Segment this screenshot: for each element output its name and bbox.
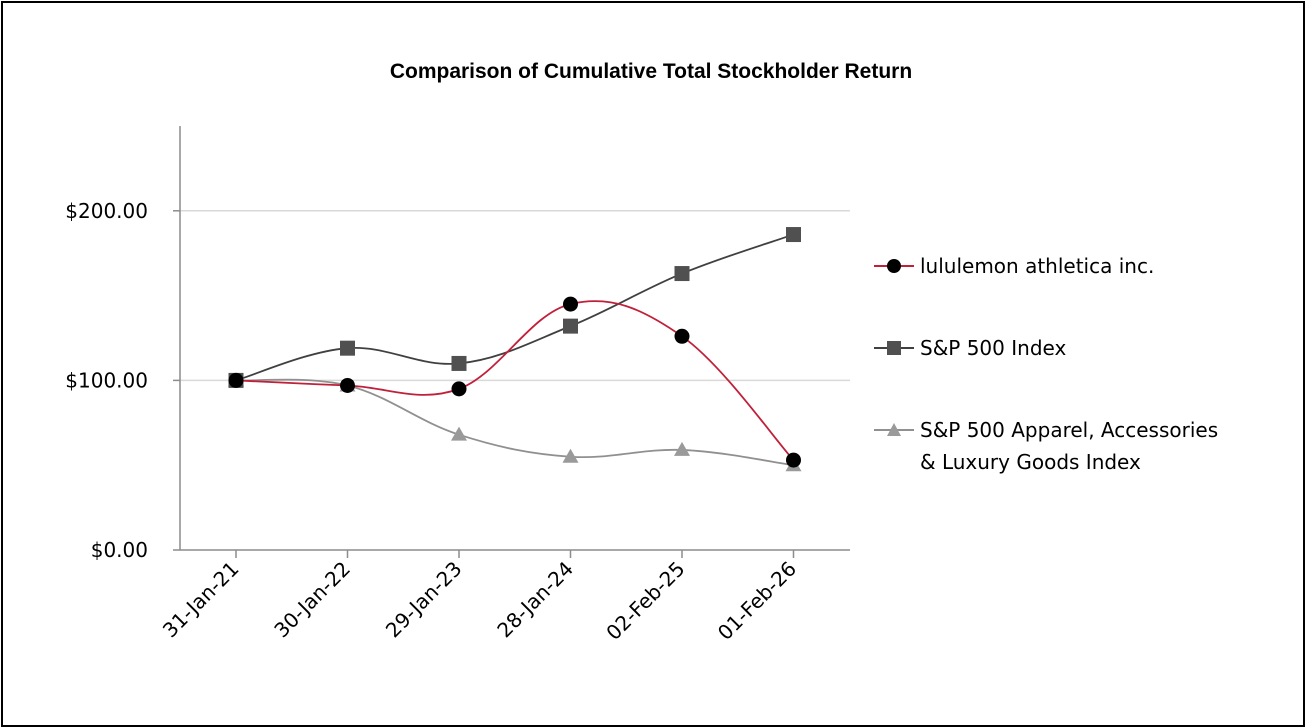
x-tick-label-0: 31-Jan-21 <box>158 557 244 643</box>
y-tick-label-2: $200.00 <box>65 199 148 223</box>
point-apparel-3 <box>562 448 579 463</box>
legend-label-lululemon: lululemon athletica inc. <box>920 254 1155 278</box>
point-lululemon-3 <box>563 296 578 312</box>
axes <box>173 126 850 558</box>
point-lululemon-5 <box>786 452 801 468</box>
legend-label-apparel-line-1: S&P 500 Apparel, Accessories <box>920 418 1219 442</box>
legend-swatch-lululemon <box>874 259 914 273</box>
x-tick-label-2: 29-Jan-23 <box>381 557 467 643</box>
point-sp500-1 <box>340 340 355 356</box>
y-tick-label-1: $100.00 <box>65 368 148 392</box>
point-lululemon-1 <box>340 377 355 393</box>
point-lululemon-4 <box>674 328 690 344</box>
point-lululemon-0 <box>228 372 244 388</box>
point-apparel-2 <box>451 426 467 441</box>
point-sp500-5 <box>786 227 801 243</box>
y-tick-label-0: $0.00 <box>91 538 148 562</box>
legend-item-lululemon: lululemon athletica inc. <box>872 250 1270 282</box>
series-line-apparel <box>235 378 794 467</box>
legend-label-apparel-line-2: & Luxury Goods Index <box>920 450 1141 474</box>
legend-label-sp500: S&P 500 Index <box>920 336 1067 360</box>
point-sp500-4 <box>674 266 690 282</box>
legend-swatch-apparel <box>874 423 914 436</box>
chart-title: Comparison of Cumulative Total Stockhold… <box>389 60 913 83</box>
point-sp500-3 <box>563 318 578 334</box>
y-tick-labels: $0.00 $100.00 $200.00 <box>65 199 148 562</box>
series-line-sp500 <box>235 233 794 382</box>
point-lululemon-2 <box>451 381 467 397</box>
x-tick-label-5: 01-Feb-26 <box>713 557 801 645</box>
legend-swatch-sp500 <box>874 341 914 355</box>
x-tick-label-1: 30-Jan-22 <box>269 557 355 643</box>
point-sp500-2 <box>451 355 467 371</box>
point-apparel-4 <box>674 441 690 456</box>
legend-label-apparel: S&P 500 Apparel, Accessories & Luxury Go… <box>920 414 1270 478</box>
x-tick-label-4: 02-Feb-25 <box>601 557 689 645</box>
series-layer <box>228 227 802 472</box>
legend-item-sp500: S&P 500 Index <box>872 332 1270 364</box>
x-tick-labels: 31-Jan-21 30-Jan-22 29-Jan-23 28-Jan-24 02-F… <box>158 557 801 645</box>
gridlines <box>180 210 850 382</box>
legend-item-apparel: S&P 500 Apparel, Accessories & Luxury Go… <box>872 414 1270 478</box>
x-tick-label-3: 28-Jan-24 <box>492 557 578 643</box>
